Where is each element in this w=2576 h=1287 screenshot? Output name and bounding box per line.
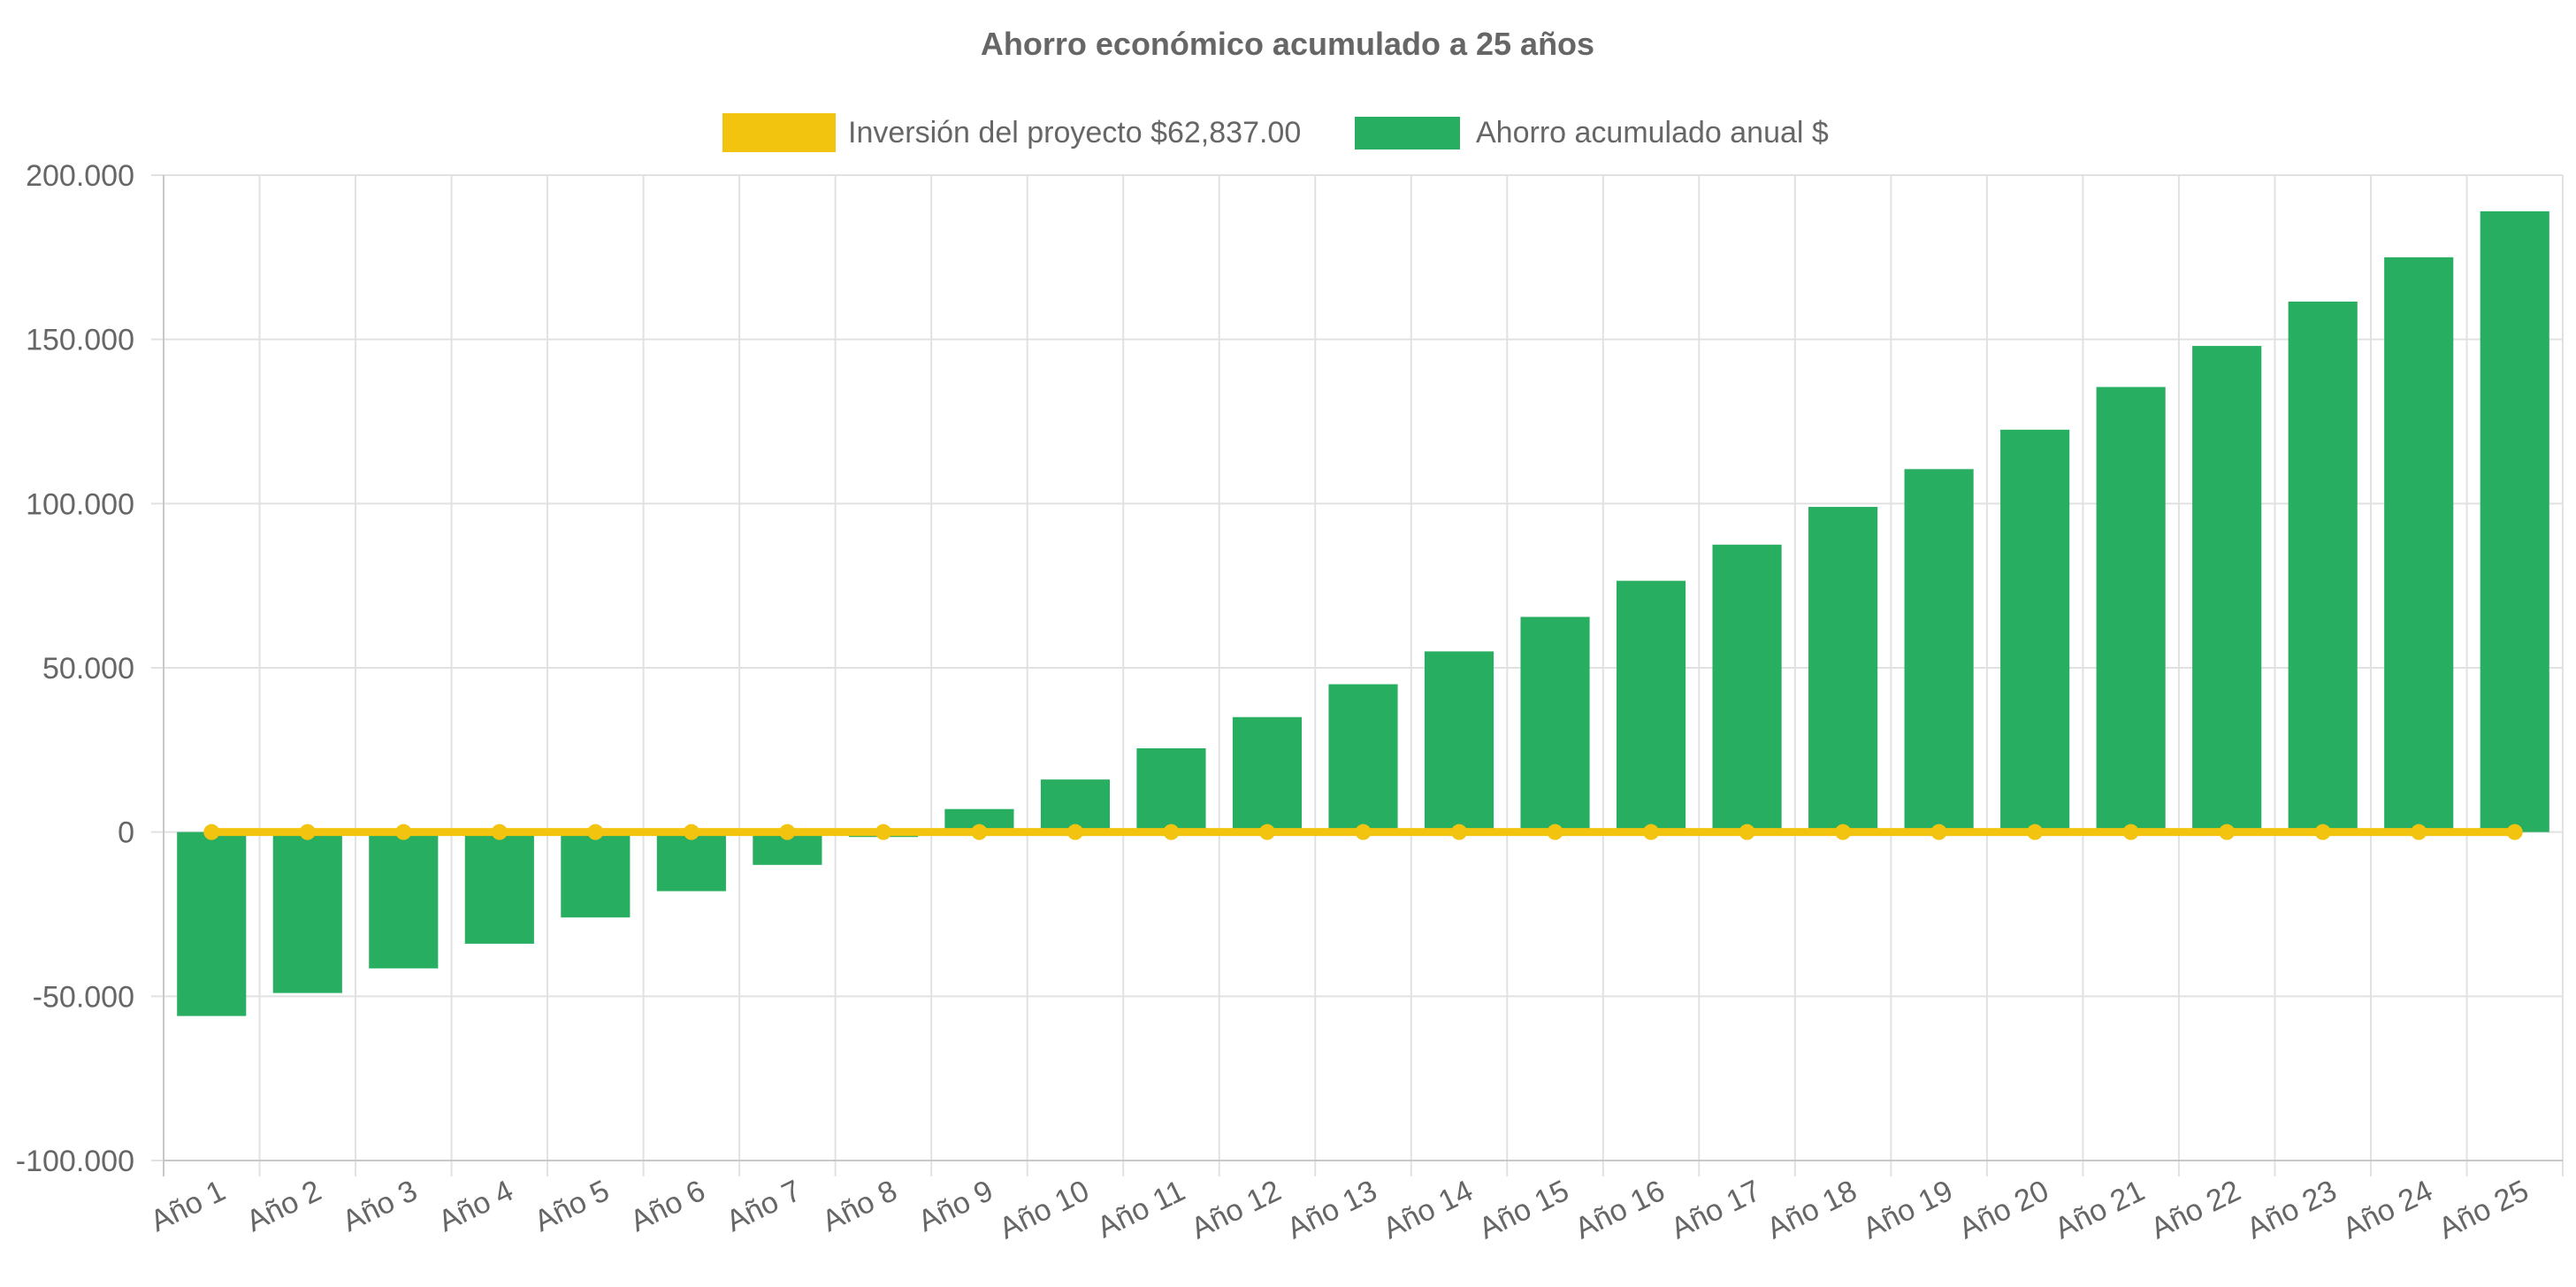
bar-savings-23[interactable] — [2288, 301, 2358, 832]
investment-point-23[interactable] — [2314, 824, 2331, 840]
x-tick-label: Año 16 — [1570, 1174, 1670, 1245]
legend-label-savings[interactable]: Ahorro acumulado anual $ — [1476, 116, 1829, 149]
x-tick-label: Año 19 — [1858, 1174, 1959, 1245]
investment-point-12[interactable] — [1258, 824, 1275, 840]
investment-point-4[interactable] — [491, 824, 508, 840]
bar-savings-1[interactable] — [177, 831, 247, 1016]
bar-savings-2[interactable] — [272, 831, 342, 993]
bar-savings-22[interactable] — [2192, 346, 2262, 832]
x-tick-label: Año 22 — [2145, 1174, 2246, 1245]
investment-point-7[interactable] — [779, 824, 796, 840]
y-tick-label: 0 — [118, 816, 134, 850]
legend-swatch-savings[interactable] — [1355, 117, 1460, 149]
x-tick-label: Año 13 — [1281, 1174, 1382, 1245]
x-axis: Año 1 Año 2 Año 3 Año 4 Año 5 Año 6 Año 7 Año 8… — [145, 1174, 2534, 1245]
x-tick-label: Año 24 — [2337, 1174, 2438, 1245]
investment-point-1[interactable] — [203, 824, 220, 840]
bar-savings-15[interactable] — [1520, 617, 1590, 832]
investment-point-18[interactable] — [1835, 824, 1852, 840]
investment-point-8[interactable] — [875, 824, 891, 840]
investment-point-24[interactable] — [2411, 824, 2427, 840]
x-tick-label: Año 5 — [529, 1174, 615, 1238]
investment-point-21[interactable] — [2122, 824, 2139, 840]
y-tick-label: 150.000 — [26, 324, 134, 357]
x-tick-label: Año 20 — [1953, 1174, 2054, 1245]
grid-lines — [151, 174, 2564, 1176]
investment-point-25[interactable] — [2506, 824, 2523, 840]
y-tick-label: 50.000 — [42, 652, 134, 686]
investment-point-9[interactable] — [971, 824, 988, 840]
y-axis: 200.000 150.000 100.000 50.000 0 -50.000 -100.… — [16, 159, 134, 1178]
x-tick-label: Año 18 — [1762, 1174, 1862, 1245]
investment-point-22[interactable] — [2219, 824, 2236, 840]
x-tick-label: Año 2 — [241, 1174, 327, 1238]
x-tick-label: Año 23 — [2242, 1174, 2343, 1245]
x-tick-label: Año 21 — [2050, 1174, 2151, 1245]
investment-point-14[interactable] — [1451, 824, 1468, 840]
bar-savings-6[interactable] — [656, 831, 726, 892]
y-tick-label: 100.000 — [26, 487, 134, 521]
x-tick-label: Año 15 — [1474, 1174, 1575, 1245]
investment-point-16[interactable] — [1643, 824, 1660, 840]
y-tick-label: -100.000 — [16, 1145, 134, 1178]
bar-savings-4[interactable] — [464, 831, 534, 944]
x-tick-label: Año 25 — [2434, 1174, 2534, 1245]
x-tick-label: Año 9 — [913, 1174, 998, 1238]
investment-point-13[interactable] — [1355, 824, 1372, 840]
legend-label-investment[interactable]: Inversión del proyecto $62,837.00 — [848, 116, 1301, 149]
legend-swatch-investment[interactable] — [722, 113, 836, 152]
bar-savings-21[interactable] — [2096, 387, 2166, 832]
bar-savings-14[interactable] — [1424, 651, 1494, 832]
x-tick-label: Año 4 — [433, 1174, 519, 1238]
chart-title: Ahorro económico acumulado a 25 años — [981, 26, 1594, 62]
x-tick-label: Año 17 — [1666, 1174, 1767, 1245]
x-tick-label: Año 14 — [1378, 1174, 1479, 1245]
x-tick-label: Año 10 — [994, 1174, 1095, 1245]
bar-savings-19[interactable] — [1904, 469, 1974, 832]
bar-savings-3[interactable] — [369, 831, 439, 969]
investment-point-6[interactable] — [683, 824, 699, 840]
bar-series — [177, 211, 2549, 1016]
y-tick-label: 200.000 — [26, 159, 134, 193]
line-series — [203, 824, 2523, 840]
investment-point-19[interactable] — [1930, 824, 1947, 840]
bar-savings-17[interactable] — [1712, 544, 1782, 832]
x-tick-label: Año 7 — [721, 1174, 806, 1238]
chart-legend: Inversión del proyecto $62,837.00 Ahorro… — [722, 113, 1829, 152]
investment-point-15[interactable] — [1547, 824, 1563, 840]
investment-point-2[interactable] — [299, 824, 316, 840]
bar-savings-16[interactable] — [1616, 580, 1686, 832]
x-tick-label: Año 8 — [817, 1174, 903, 1238]
investment-point-3[interactable] — [395, 824, 412, 840]
bar-savings-5[interactable] — [561, 831, 631, 918]
x-tick-label: Año 3 — [337, 1174, 423, 1238]
bar-savings-10[interactable] — [1040, 779, 1111, 832]
investment-point-5[interactable] — [587, 824, 604, 840]
x-tick-label: Año 1 — [145, 1174, 231, 1238]
x-tick-label: Año 12 — [1186, 1174, 1287, 1245]
bar-savings-11[interactable] — [1136, 747, 1206, 832]
bar-savings-20[interactable] — [2000, 429, 2070, 832]
x-tick-label: Año 6 — [625, 1174, 711, 1238]
y-tick-label: -50.000 — [33, 980, 134, 1014]
investment-point-17[interactable] — [1739, 824, 1755, 840]
bar-savings-13[interactable] — [1328, 684, 1398, 832]
bar-savings-25[interactable] — [2480, 211, 2549, 832]
investment-point-11[interactable] — [1163, 824, 1180, 840]
bar-savings-24[interactable] — [2384, 257, 2454, 832]
bar-savings-18[interactable] — [1808, 507, 1878, 832]
investment-point-20[interactable] — [2027, 824, 2044, 840]
bar-savings-12[interactable] — [1232, 716, 1303, 832]
investment-point-10[interactable] — [1066, 824, 1083, 840]
x-tick-label: Año 11 — [1092, 1174, 1190, 1245]
